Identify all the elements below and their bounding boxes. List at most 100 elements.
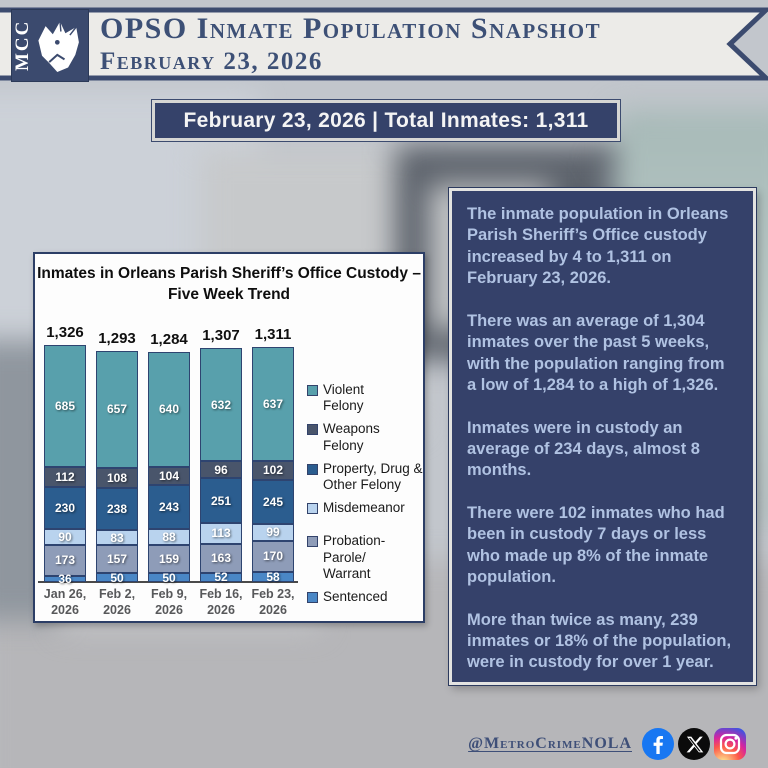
summary-paragraph: There were 102 inmates who had been in c…: [467, 503, 725, 587]
bar-segment-value: 88: [162, 529, 176, 544]
legend-item: Weapons Felony: [307, 421, 427, 453]
bar-segment-weapons-felony: 102: [252, 461, 294, 480]
legend-swatch: [307, 591, 318, 603]
bar-segment-value: 96: [214, 462, 228, 477]
bar-segment-weapons-felony: 108: [96, 468, 138, 488]
bar-segment-violent-felony: 685: [44, 344, 86, 468]
summary-paragraph: The inmate population in Orleans Parish …: [467, 205, 729, 288]
bar-segment-probation-parole-warrant: 173: [44, 544, 86, 576]
bar-segment-property-drug-other-felony: 245: [252, 479, 294, 524]
summary-paragraph: Inmates were in custody an average of 23…: [467, 418, 700, 480]
bar-chart-bars: 1,326 685 112 230 90 173 36 1,293 657 108 238 83 157…: [44, 324, 294, 586]
bar-segment-property-drug-other-felony: 243: [148, 485, 190, 529]
x-axis-line: [38, 581, 298, 583]
x-icon[interactable]: [678, 728, 710, 760]
mcc-logo: MCC: [11, 9, 89, 82]
chart-card: Inmates in Orleans Parish Sheriff’s Offi…: [33, 252, 425, 623]
bar-total-label: 1,293: [98, 329, 136, 347]
bar-segment-value: 640: [158, 402, 180, 417]
bar-segment-value: 90: [58, 529, 72, 544]
bar-segment-value: 657: [106, 402, 128, 417]
bar-stack: 685 112 230 90 173 36: [44, 344, 86, 586]
legend-label: Misdemeanor: [323, 500, 405, 516]
bar-segment-misdemeanor: 88: [148, 528, 190, 545]
social-handle-link[interactable]: @MetroCrimeNOLA: [468, 735, 632, 752]
bar-segment-value: 52: [214, 570, 228, 585]
legend-label: Sentenced: [323, 588, 388, 604]
bar-segment-value: 113: [211, 526, 231, 541]
bar-segment-probation-parole-warrant: 157: [96, 545, 138, 574]
legend-swatch: [307, 503, 318, 515]
bar-segment-value: 243: [158, 500, 180, 515]
bar-segment-probation-parole-warrant: 159: [148, 544, 190, 574]
legend-label: Probation-Parole/ Warrant: [323, 533, 386, 581]
x-axis-label: Jan 26, 2026: [43, 586, 87, 617]
bar-segment-misdemeanor: 90: [44, 528, 86, 545]
bar-segment-value: 58: [266, 569, 280, 584]
legend-label: Violent Felony: [323, 382, 365, 414]
total-inmates-banner: February 23, 2026 | Total Inmates: 1,311: [152, 100, 620, 141]
bar-segment-value: 632: [210, 397, 232, 412]
instagram-icon[interactable]: [714, 728, 746, 760]
bar-segment-probation-parole-warrant: 163: [200, 543, 242, 573]
legend-item: Misdemeanor: [307, 500, 427, 516]
bar-segment-sentenced: 58: [252, 569, 294, 584]
bar-segment-violent-felony: 632: [200, 348, 242, 462]
x-axis-label: Feb 9, 2026: [150, 586, 188, 617]
bar-segment-violent-felony: 657: [96, 350, 138, 469]
bar-segment-probation-parole-warrant: 170: [252, 541, 294, 572]
bar-column: 1,293 657 108 238 83 157 50: [96, 329, 138, 585]
bar-segment-value: 170: [262, 549, 284, 564]
bar-segment-value: 163: [210, 551, 232, 566]
bar-segment-sentenced: 36: [44, 571, 86, 586]
bar-stack: 637 102 245 99 170 58: [252, 347, 294, 584]
bar-stack: 632 96 251 113 163 52: [200, 348, 242, 585]
page-title: OPSO Inmate Population Snapshot: [100, 12, 602, 45]
mcc-logo-text: MCC: [12, 19, 33, 72]
bar-segment-weapons-felony: 104: [148, 466, 190, 486]
bar-chart-plot: 1,326 685 112 230 90 173 36 1,293 657 108 238 83 157…: [38, 324, 298, 620]
bar-segment-value: 50: [162, 570, 176, 585]
bar-segment-misdemeanor: 83: [96, 530, 138, 546]
x-axis-labels: Jan 26, 2026 Feb 2, 2026 Feb 9, 2026 Feb 16…: [39, 586, 299, 619]
legend-item: Probation-Parole/ Warrant: [307, 533, 427, 582]
bar-segment-value: 50: [110, 570, 124, 585]
x-axis-label: Feb 23, 2026: [251, 586, 295, 617]
x-axis-label: Feb 2, 2026: [98, 586, 136, 617]
bar-segment-value: 245: [262, 494, 284, 509]
social-icons: [642, 728, 746, 760]
legend-item: Property, Drug & Other Felony: [307, 461, 427, 493]
summary-panel: The inmate population in Orleans Parish …: [449, 188, 756, 685]
bar-total-label: 1,307: [202, 327, 240, 345]
bar-segment-value: 83: [110, 530, 124, 545]
legend-item: Sentenced: [307, 589, 427, 605]
bar-segment-value: 238: [106, 501, 128, 516]
bar-segment-value: 637: [262, 397, 284, 412]
bar-segment-violent-felony: 637: [252, 347, 294, 462]
bar-segment-value: 173: [54, 553, 76, 568]
header-ribbon: [0, 7, 768, 81]
legend-swatch: [307, 536, 318, 548]
bar-segment-weapons-felony: 96: [200, 461, 242, 479]
bar-segment-value: 685: [54, 399, 76, 414]
bar-stack: 657 108 238 83 157 50: [96, 350, 138, 585]
bar-segment-value: 36: [58, 571, 72, 586]
total-inmates-text: February 23, 2026 | Total Inmates: 1,311: [183, 108, 589, 132]
bar-segment-value: 108: [106, 470, 128, 485]
bar-segment-value: 159: [158, 551, 180, 566]
legend-label: Property, Drug & Other Felony: [323, 460, 423, 492]
bar-segment-sentenced: 50: [96, 570, 138, 585]
summary-paragraph: There was an average of 1,304 inmates ov…: [467, 311, 725, 395]
bar-segment-misdemeanor: 113: [200, 523, 242, 544]
bar-total-label: 1,311: [254, 326, 292, 344]
footer: @MetroCrimeNOLA: [0, 726, 746, 762]
facebook-icon[interactable]: [642, 728, 674, 760]
chart-legend: Violent Felony Weapons Felony Property, Dr…: [307, 382, 427, 605]
bar-segment-sentenced: 50: [148, 570, 190, 585]
legend-swatch: [307, 424, 318, 436]
legend-item: Violent Felony: [307, 382, 427, 414]
bar-segment-value: 251: [210, 493, 232, 508]
bar-segment-misdemeanor: 99: [252, 523, 294, 542]
chart-title: Inmates in Orleans Parish Sheriff’s Offi…: [37, 265, 421, 303]
